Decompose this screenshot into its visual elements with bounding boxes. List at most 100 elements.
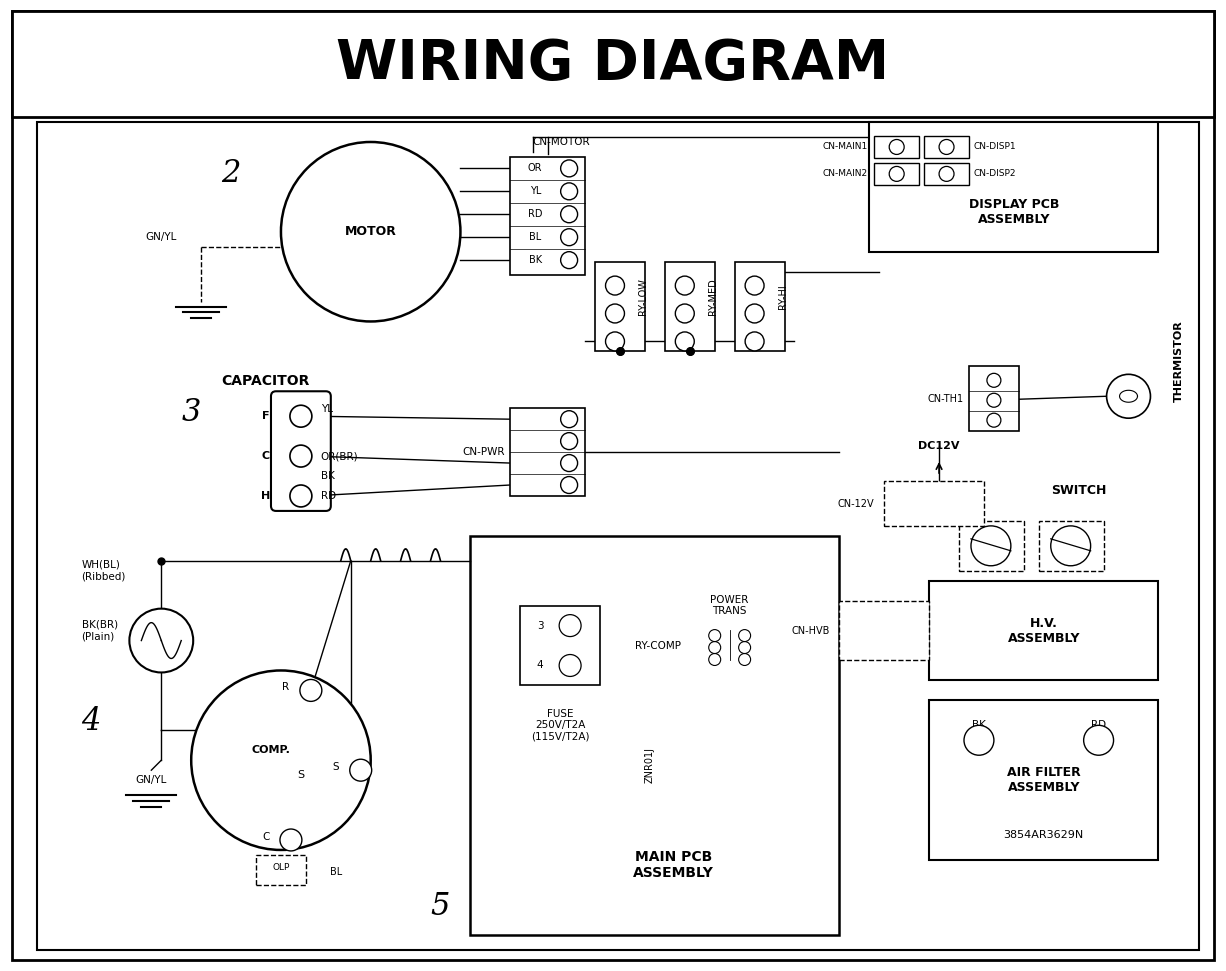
Circle shape [1051,526,1091,566]
Text: RD: RD [321,491,336,501]
Text: BL: BL [530,232,542,242]
FancyBboxPatch shape [924,136,969,158]
Text: RY-MED: RY-MED [707,278,717,315]
Text: MAIN PCB
ASSEMBLY: MAIN PCB ASSEMBLY [633,850,714,880]
Text: 2: 2 [221,158,240,189]
Text: RD: RD [528,210,542,219]
Circle shape [300,680,322,701]
Text: CAPACITOR: CAPACITOR [221,374,309,388]
Text: CN-MOTOR: CN-MOTOR [533,137,591,147]
Circle shape [889,166,904,182]
Text: OR: OR [528,163,542,174]
Text: CN-HVB: CN-HVB [791,625,829,636]
Circle shape [889,140,904,154]
FancyBboxPatch shape [929,581,1159,681]
Circle shape [289,405,311,427]
Text: BK: BK [528,255,542,265]
Text: POWER
TRANS: POWER TRANS [711,595,749,617]
Circle shape [964,725,994,755]
Circle shape [560,433,577,450]
Text: SWITCH: SWITCH [1051,485,1106,497]
Circle shape [939,140,954,154]
Text: CN-DISP2: CN-DISP2 [973,169,1016,179]
FancyBboxPatch shape [874,163,920,184]
FancyBboxPatch shape [510,157,585,275]
FancyBboxPatch shape [271,391,331,511]
FancyBboxPatch shape [734,261,785,352]
Circle shape [606,304,624,323]
Circle shape [676,332,694,351]
FancyBboxPatch shape [874,136,920,158]
Text: 3: 3 [537,620,543,630]
Text: MOTOR: MOTOR [345,225,397,238]
Circle shape [745,304,764,323]
Text: COMP.: COMP. [251,745,291,755]
Circle shape [560,454,577,472]
Text: CN-MAIN1: CN-MAIN1 [821,143,867,151]
Text: H.V.
ASSEMBLY: H.V. ASSEMBLY [1008,617,1080,645]
FancyBboxPatch shape [1038,520,1103,571]
FancyBboxPatch shape [929,700,1159,860]
FancyBboxPatch shape [520,606,600,686]
FancyBboxPatch shape [969,366,1019,431]
Text: RY-LOW: RY-LOW [638,278,647,315]
Circle shape [987,373,1000,387]
Text: S: S [332,762,340,772]
Text: 3: 3 [181,397,201,428]
Circle shape [987,414,1000,427]
Circle shape [745,332,764,351]
Text: S: S [298,770,304,780]
Text: ZNR01J: ZNR01J [645,748,655,784]
Text: DC12V: DC12V [918,441,960,452]
Circle shape [676,276,694,295]
FancyBboxPatch shape [959,520,1024,571]
FancyBboxPatch shape [510,408,585,496]
FancyBboxPatch shape [869,122,1159,251]
Circle shape [560,160,577,177]
FancyBboxPatch shape [37,122,1199,950]
Text: FUSE
250V/T2A
(115V/T2A): FUSE 250V/T2A (115V/T2A) [531,709,590,742]
FancyBboxPatch shape [12,12,1214,959]
Text: GN/YL: GN/YL [136,775,167,786]
Circle shape [289,485,311,507]
Text: YL: YL [530,186,541,196]
Circle shape [1084,725,1113,755]
Circle shape [560,229,577,246]
Circle shape [987,393,1000,407]
Text: YL: YL [321,404,332,415]
Text: 4: 4 [81,706,101,737]
Text: OR(BR): OR(BR) [321,452,358,461]
Text: THERMISTOR: THERMISTOR [1173,320,1183,402]
Text: BK: BK [321,471,335,481]
Text: RY-COMP: RY-COMP [635,641,680,651]
Text: AIR FILTER
ASSEMBLY: AIR FILTER ASSEMBLY [1007,766,1080,794]
Text: H: H [261,491,271,501]
Text: C: C [262,832,270,842]
Text: 5: 5 [430,890,450,921]
Text: OLP: OLP [272,863,289,872]
Text: 4: 4 [537,660,543,671]
Circle shape [606,276,624,295]
Text: GN/YL: GN/YL [146,232,177,242]
Text: F: F [262,411,270,421]
FancyBboxPatch shape [884,481,984,526]
Circle shape [560,183,577,200]
Circle shape [560,206,577,222]
Text: BK(BR)
(Plain): BK(BR) (Plain) [81,619,118,642]
Text: WH(BL)
(Ribbed): WH(BL) (Ribbed) [81,560,126,582]
Text: C: C [262,452,270,461]
Circle shape [606,332,624,351]
FancyBboxPatch shape [471,536,840,935]
Circle shape [280,829,302,851]
Circle shape [289,445,311,467]
Text: CN-DISP1: CN-DISP1 [973,143,1016,151]
Circle shape [745,276,764,295]
Text: BL: BL [330,867,342,877]
Circle shape [560,411,577,427]
Text: RD: RD [1091,720,1106,730]
Circle shape [560,251,577,269]
Circle shape [281,142,461,321]
FancyBboxPatch shape [256,854,305,885]
Circle shape [191,670,370,850]
Text: RY-HI: RY-HI [777,285,787,309]
